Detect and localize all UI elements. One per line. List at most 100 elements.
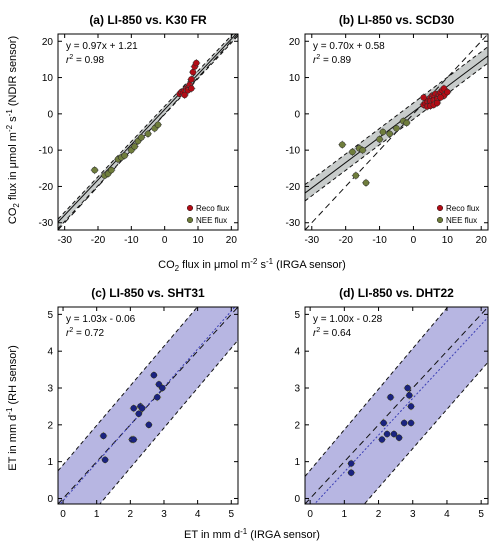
r-squared: r2 = 0.98 [66, 54, 105, 66]
band-upper-edge [58, 34, 234, 220]
band-lower-edge [363, 361, 488, 504]
data-point [351, 171, 360, 180]
x-tick-label: 0 [60, 509, 66, 520]
legend-label: Reco flux [196, 204, 229, 213]
y-tick-label: 3 [47, 384, 53, 395]
data-point [101, 455, 110, 464]
y-tick-label: 2 [47, 420, 53, 431]
data-point [377, 435, 386, 444]
x-tick-label: 10 [442, 235, 454, 246]
regression-equation: y = 0.70x + 0.58 [313, 41, 385, 52]
data-point [187, 84, 196, 93]
band-lower-edge [58, 35, 238, 229]
series-points [99, 371, 167, 464]
data-point [383, 430, 392, 439]
x-tick-label: -30 [305, 235, 320, 246]
panel-c: (c) LI-850 vs. SHT31 0 1 2 3 4 5 0 1 2 3 4 5 y = 1.03… [47, 286, 239, 520]
y-tick-label: -20 [286, 182, 301, 193]
panel-a: (a) LI-850 vs. K30 FR -30 -20 -10 0 10 20 -30 -2… [39, 13, 239, 246]
panel-title: (d) LI-850 vs. DHT22 [339, 286, 454, 300]
y-tick-label: 1 [47, 457, 53, 468]
data-point [395, 433, 404, 442]
panel-title: (c) LI-850 vs. SHT31 [91, 286, 205, 300]
y-tick-label: -10 [39, 146, 54, 157]
data-point [405, 391, 414, 400]
data-point [347, 459, 356, 468]
x-tick-label: 0 [307, 509, 313, 520]
y-tick-label: -10 [286, 146, 301, 157]
data-point [114, 155, 122, 164]
confidence-band [58, 307, 238, 504]
data-point [375, 135, 384, 144]
data-point [192, 59, 201, 68]
y-tick-label: 4 [47, 347, 53, 358]
y-tick-label: 1 [294, 457, 300, 468]
plot-frame [57, 33, 239, 231]
data-point [385, 129, 394, 138]
data-point [358, 146, 367, 155]
confidence-band [305, 307, 488, 504]
r-squared: r2 = 0.89 [313, 54, 352, 66]
x-tick-label: 20 [226, 235, 238, 246]
one-to-one-line [58, 307, 238, 504]
y-tick-label: 10 [289, 73, 301, 84]
data-point [443, 88, 452, 97]
y-axis-label-bottom: ET in mm d-1 (RH sensor) [5, 345, 19, 471]
data-point [362, 178, 370, 187]
y-tick-label: -30 [39, 218, 54, 229]
r-squared: r2 = 0.64 [313, 327, 352, 339]
data-point [99, 431, 108, 440]
y-tick-label: -20 [39, 182, 54, 193]
regression-line [59, 307, 236, 504]
data-point [389, 430, 398, 439]
legend-label: NEE flux [446, 216, 477, 225]
x-tick-label: -10 [372, 235, 387, 246]
y-tick-label: 0 [294, 494, 300, 505]
data-point [130, 142, 139, 151]
legend-marker [436, 216, 444, 224]
panel-title: (b) LI-850 vs. SCD30 [339, 13, 455, 27]
data-point [419, 93, 428, 102]
x-tick-label: 3 [161, 509, 167, 520]
series-points [347, 384, 416, 477]
data-point [379, 418, 388, 427]
data-point [120, 151, 129, 160]
x-tick-label: 0 [411, 235, 417, 246]
legend-label: NEE flux [196, 216, 227, 225]
regression-line [313, 316, 488, 504]
regression-equation: y = 1.00x - 0.28 [313, 314, 383, 325]
one-to-one-line [305, 307, 488, 504]
data-point [338, 140, 347, 149]
x-tick-label: 3 [410, 509, 416, 520]
x-tick-label: 20 [476, 235, 488, 246]
data-point [403, 384, 412, 393]
panel-title: (a) LI-850 vs. K30 FR [89, 13, 207, 27]
data-point [138, 404, 147, 413]
plot-frame [57, 306, 239, 505]
y-axis-label-top: CO2 flux in μmol m-2 s-1 (NDIR sensor) [5, 36, 21, 224]
x-tick-label: -30 [57, 235, 72, 246]
legend-marker [186, 204, 194, 212]
series-nee-flux [338, 117, 411, 187]
data-point [158, 384, 167, 393]
data-point [402, 118, 411, 127]
y-tick-label: 20 [42, 37, 54, 48]
regression-line [58, 34, 237, 223]
data-point [347, 468, 356, 477]
data-point [134, 409, 143, 418]
x-tick-label: 1 [94, 509, 100, 520]
plot-frame [304, 33, 489, 231]
y-tick-label: 10 [42, 73, 54, 84]
y-tick-label: 5 [47, 310, 53, 321]
regression-equation: y = 0.97x + 1.21 [66, 41, 138, 52]
y-tick-label: 4 [294, 347, 300, 358]
r-squared: r2 = 0.72 [66, 327, 105, 339]
y-tick-label: 0 [294, 109, 300, 120]
panel-b: (b) LI-850 vs. SCD30 -30 -20 -10 0 10 20 -30 -20… [286, 13, 489, 246]
x-tick-label: 5 [478, 509, 484, 520]
series-reco-flux [419, 84, 452, 111]
y-tick-label: -30 [286, 218, 301, 229]
band-lower-edge [99, 339, 238, 504]
x-tick-label: -20 [91, 235, 106, 246]
